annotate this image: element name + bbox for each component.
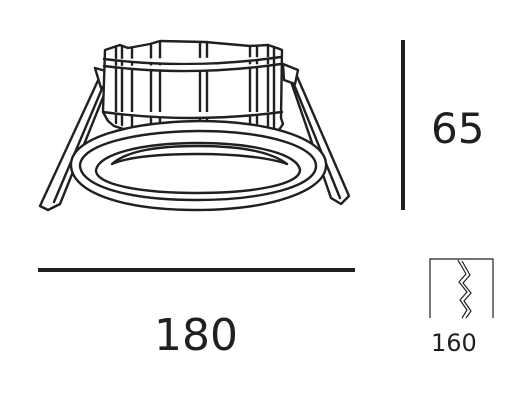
height-dimension-label: 65 [431, 104, 485, 153]
trim-ring [69, 119, 328, 212]
heatsink-housing [101, 39, 285, 139]
right-spring-clip [281, 62, 351, 206]
ceiling-cutout-icon [429, 258, 494, 319]
width-dimension-label: 180 [154, 310, 238, 361]
cutout-dimension-label: 160 [431, 329, 477, 357]
